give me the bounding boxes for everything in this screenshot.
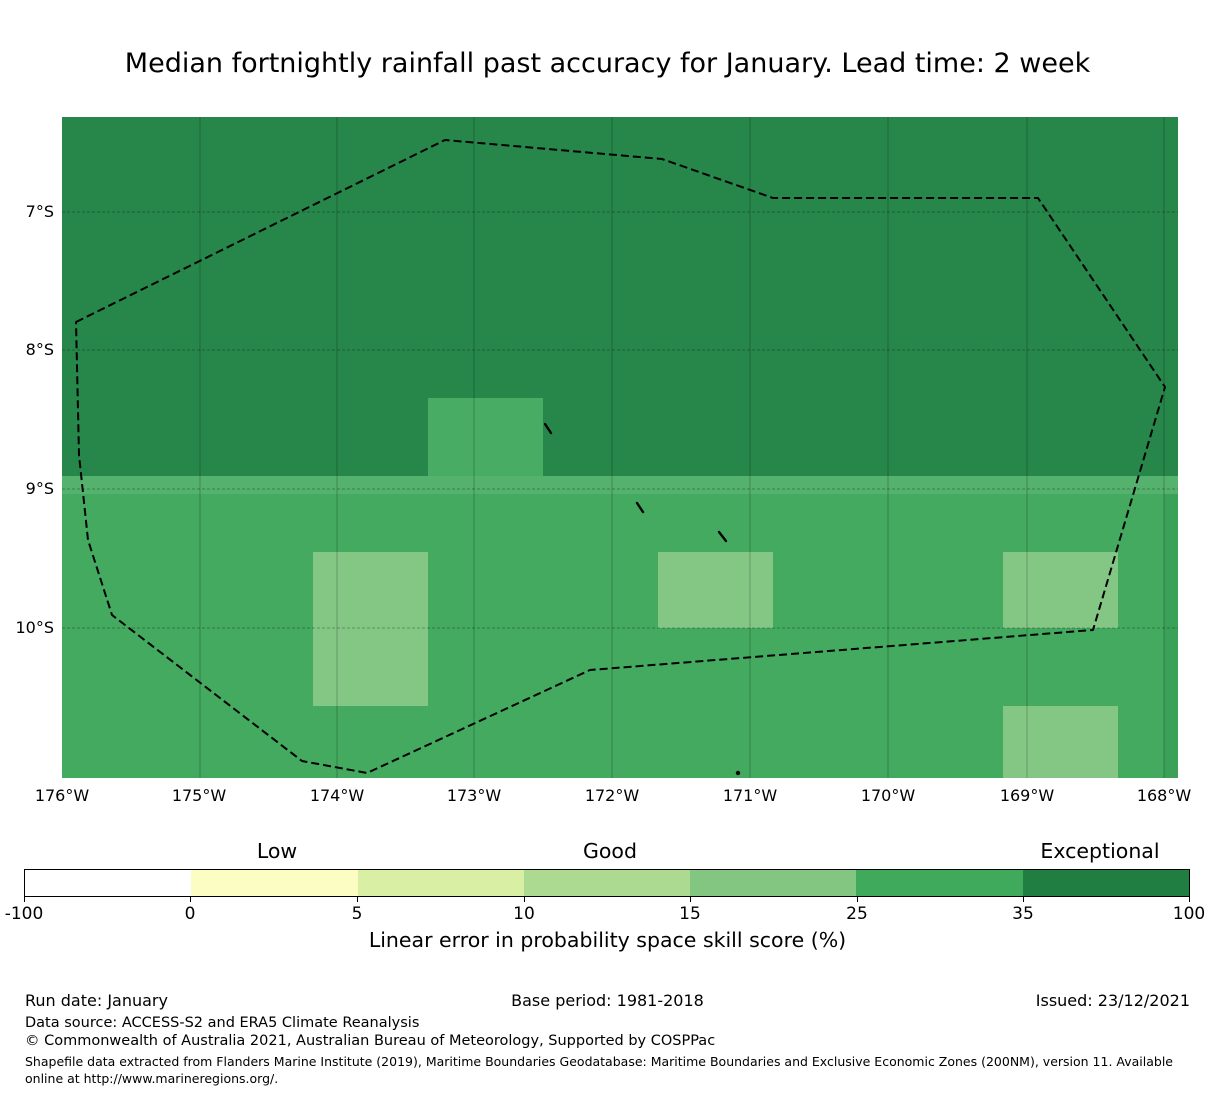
run-date-label: Run date: January [25,991,168,1010]
island-markers [543,422,741,776]
colorbar-tick [24,897,25,902]
map-region-exceptional-band [62,117,1178,476]
map-cell-light-171w [658,552,773,628]
colorbar-segment [523,870,691,896]
colorbar-tick-label: 5 [351,904,363,924]
eez-boundary-line [75,139,1166,774]
colorbar-segment [191,870,358,896]
colorbar-tick-label: 15 [679,904,701,924]
colorbar-tick [357,897,358,902]
colorbar-segment [1022,870,1189,896]
colorbar-tick-label: 35 [1012,904,1034,924]
x-tick-label: 172°W [584,786,640,805]
island-marker [717,530,728,543]
colorbar-tick [857,897,858,902]
base-period-label: Base period: 1981-2018 [511,991,704,1010]
data-source-label: Data source: ACCESS-S2 and ERA5 Climate … [25,1015,420,1031]
colorbar-tick-label: 100 [1172,904,1206,924]
map-region-row-strip [62,476,1178,494]
colorbar-axis-label: Linear error in probability space skill … [368,928,847,952]
chart-title: Median fortnightly rainfall past accurac… [124,48,1091,79]
island-marker [635,501,645,514]
x-tick-label: 173°W [446,786,502,805]
colorbar-category-low: Low [256,839,298,863]
colorbar-tick-label: -100 [4,904,44,924]
x-tick-label: 169°W [999,786,1055,805]
colorbar [24,869,1190,897]
x-tick-label: 168°W [1136,786,1192,805]
colorbar-tick-label: 10 [513,904,535,924]
colorbar-tick-label: 0 [184,904,196,924]
issued-date-label: Issued: 23/12/2021 [1035,991,1190,1010]
x-tick-label: 175°W [171,786,227,805]
colorbar-segment [690,870,857,896]
colorbar-tick [190,897,191,902]
colorbar-category-good: Good [583,839,637,863]
map-cell-light-169w-upper [1003,552,1118,628]
map-cell-inset-173w [428,398,543,476]
island-marker [543,422,553,435]
latitude-gridlines [62,211,1178,629]
y-tick-label: 10°S [15,618,54,637]
shapefile-note: Shapefile data extracted from Flanders M… [25,1054,1173,1086]
map-region-east-column [1164,494,1178,778]
colorbar-tick [524,897,525,902]
map-cell-light-174w [313,552,428,706]
x-tick-label: 174°W [309,786,365,805]
longitude-gridlines [199,117,1165,778]
colorbar-segment [357,870,524,896]
colorbar-segment [25,870,192,896]
colorbar-tick [1189,897,1190,902]
y-tick-label: 8°S [25,340,54,359]
x-tick-label: 171°W [722,786,778,805]
colorbar-tick [1023,897,1024,902]
copyright-label: © Commonwealth of Australia 2021, Austra… [25,1033,716,1049]
x-tick-label: 170°W [860,786,916,805]
colorbar-tick [690,897,691,902]
x-tick-label: 176°W [34,786,90,805]
y-tick-label: 7°S [25,202,54,221]
map-overlay [62,117,1178,778]
colorbar-segment [856,870,1023,896]
island-marker [735,770,741,776]
colorbar-tick-label: 25 [846,904,868,924]
map-panel [62,117,1178,778]
y-tick-label: 9°S [25,479,54,498]
colorbar-category-exceptional: Exceptional [1040,839,1160,863]
map-cell-light-169w-lower [1003,706,1118,778]
